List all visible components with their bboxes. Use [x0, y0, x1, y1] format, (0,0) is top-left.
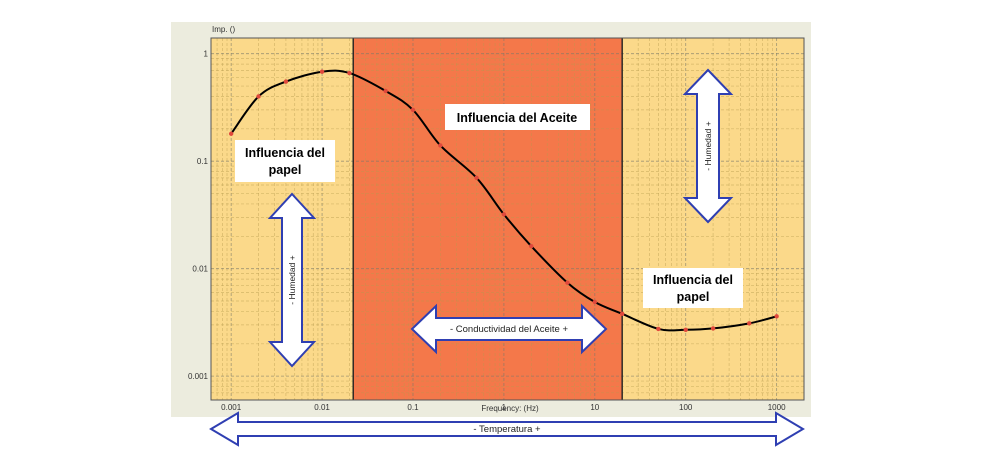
- region-boundaries: [352, 38, 623, 400]
- data-point: [501, 212, 507, 217]
- humidity-right-label: - Humedad +: [703, 121, 713, 170]
- data-point: [383, 88, 388, 94]
- paper-right-label-line2: papel: [677, 290, 710, 304]
- data-point: [710, 326, 716, 331]
- data-point: [283, 79, 289, 84]
- data-point: [228, 131, 234, 136]
- x-axis-label: Frequency: (Hz): [481, 404, 539, 413]
- x-tick-label: 0.001: [221, 403, 242, 412]
- humidity-right-arrow: [682, 68, 734, 224]
- oil-conductivity-label: - Conductividad del Aceite +: [450, 324, 568, 335]
- x-tick-label: 0.1: [407, 403, 419, 412]
- data-point: [347, 70, 352, 76]
- data-point: [774, 314, 779, 319]
- y-axis-label: Imp. (): [212, 25, 235, 34]
- data-point: [529, 243, 534, 249]
- x-tick-label: 100: [679, 403, 693, 412]
- humidity-left-label: - Humedad +: [287, 255, 297, 304]
- temperature-arrow: [209, 411, 805, 447]
- impedance-series: [228, 69, 779, 332]
- data-point: [410, 107, 416, 113]
- y-axis-ticks: 0.001 0.01 0.1 1: [188, 50, 209, 381]
- y-tick-label: 0.001: [188, 372, 209, 381]
- oil-label: Influencia del Aceite: [457, 111, 577, 125]
- paper-left-label-box: [235, 140, 335, 182]
- x-tick-label: 1000: [768, 403, 786, 412]
- data-point: [474, 175, 479, 181]
- data-point: [656, 326, 661, 332]
- y-tick-label: 0.1: [197, 157, 209, 166]
- x-tick-label: 1: [502, 403, 507, 412]
- paper-left-label-line2: papel: [269, 163, 302, 177]
- oil-conductivity-arrow: [410, 303, 608, 355]
- data-point: [438, 143, 443, 148]
- data-point: [565, 280, 570, 285]
- data-point: [619, 311, 625, 317]
- data-point: [592, 299, 598, 305]
- humidity-left-arrow: [267, 192, 317, 368]
- data-point: [683, 327, 688, 332]
- data-point: [319, 69, 325, 74]
- oil-label-box: [445, 104, 590, 130]
- paper-right-label-line1: Influencia del: [653, 273, 733, 287]
- plot-area-border: [210, 37, 805, 401]
- y-tick-label: 1: [204, 50, 209, 59]
- data-point: [256, 94, 261, 99]
- x-tick-label: 0.01: [314, 403, 330, 412]
- x-tick-label: 10: [590, 403, 599, 412]
- temperature-label: - Temperatura +: [473, 424, 541, 435]
- paper-right-label-box: [643, 268, 743, 308]
- x-axis-ticks: 0.001 0.01 0.1 1 10 100 1000: [221, 403, 786, 412]
- y-tick-label: 0.01: [192, 265, 208, 274]
- data-point: [747, 321, 752, 326]
- paper-left-label-line1: Influencia del: [245, 146, 325, 160]
